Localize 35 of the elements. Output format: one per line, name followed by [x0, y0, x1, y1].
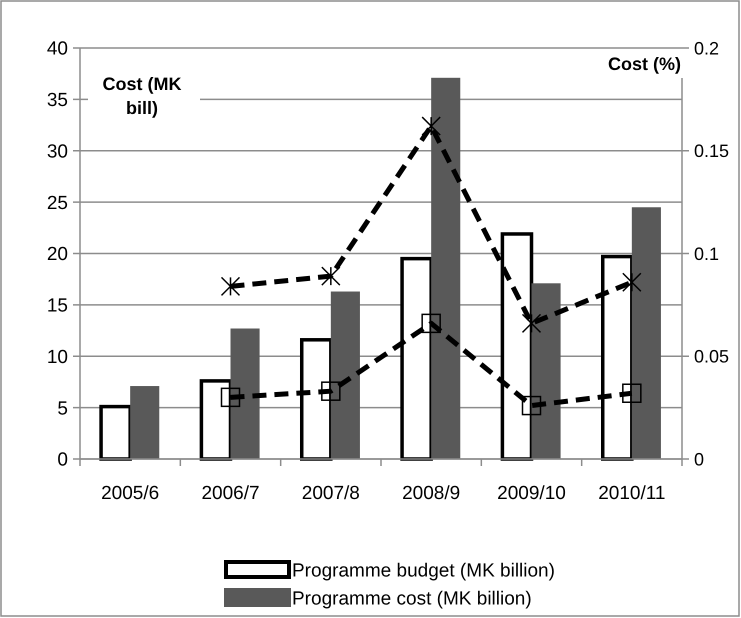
point: [421, 314, 441, 334]
bar: [532, 283, 561, 459]
y-axis-title: Cost (MK bill): [102, 74, 182, 118]
x-tick-label: 2007/8: [302, 483, 360, 504]
y2-axis-title: Cost (%): [608, 54, 681, 74]
legend-label: Programme budget (MK billion): [292, 560, 555, 582]
y2-tick-label: 0: [694, 449, 704, 470]
y-tick-label: 25: [46, 192, 68, 214]
x-tick-label: 2009/10: [497, 483, 566, 504]
point: [522, 314, 542, 334]
y2-tick-label: 0.2: [694, 38, 720, 58]
point: [220, 276, 240, 296]
y2-tick-label: 0.05: [694, 346, 730, 367]
y2-tick-label: 0.1: [694, 244, 720, 264]
point: [220, 388, 240, 408]
point: [522, 396, 542, 416]
y-tick-label: 5: [57, 398, 68, 420]
y-tick-label: 10: [46, 346, 68, 368]
y-tick-label: 30: [46, 141, 68, 162]
point: [321, 381, 341, 401]
y-tick-label: 40: [46, 38, 68, 60]
point: [421, 116, 441, 136]
y-tick-label: 20: [46, 244, 68, 266]
y-tick-label: 0: [57, 450, 68, 471]
x-tick-label: 2008/9: [402, 483, 460, 504]
x-tick-label: 2006/7: [201, 483, 260, 504]
legend-label: Programme cost (MK billion): [292, 588, 532, 610]
x-tick-label: 2005/6: [101, 483, 160, 504]
point: [622, 383, 642, 403]
y-tick-label: 15: [46, 296, 68, 317]
y-tick-label: 35: [46, 90, 68, 112]
point: [321, 266, 341, 286]
point: [622, 272, 642, 292]
x-tick-label: 2010/11: [598, 483, 666, 504]
y2-tick-label: 0.15: [694, 141, 730, 162]
